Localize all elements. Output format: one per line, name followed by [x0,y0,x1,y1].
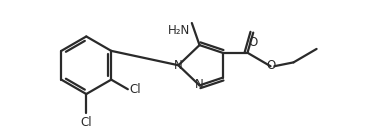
Text: Cl: Cl [80,116,92,129]
Text: O: O [249,36,258,48]
Text: H₂N: H₂N [168,24,190,37]
Text: O: O [267,59,276,72]
Text: N: N [174,59,183,72]
Text: Cl: Cl [130,83,141,96]
Text: N: N [195,78,204,91]
